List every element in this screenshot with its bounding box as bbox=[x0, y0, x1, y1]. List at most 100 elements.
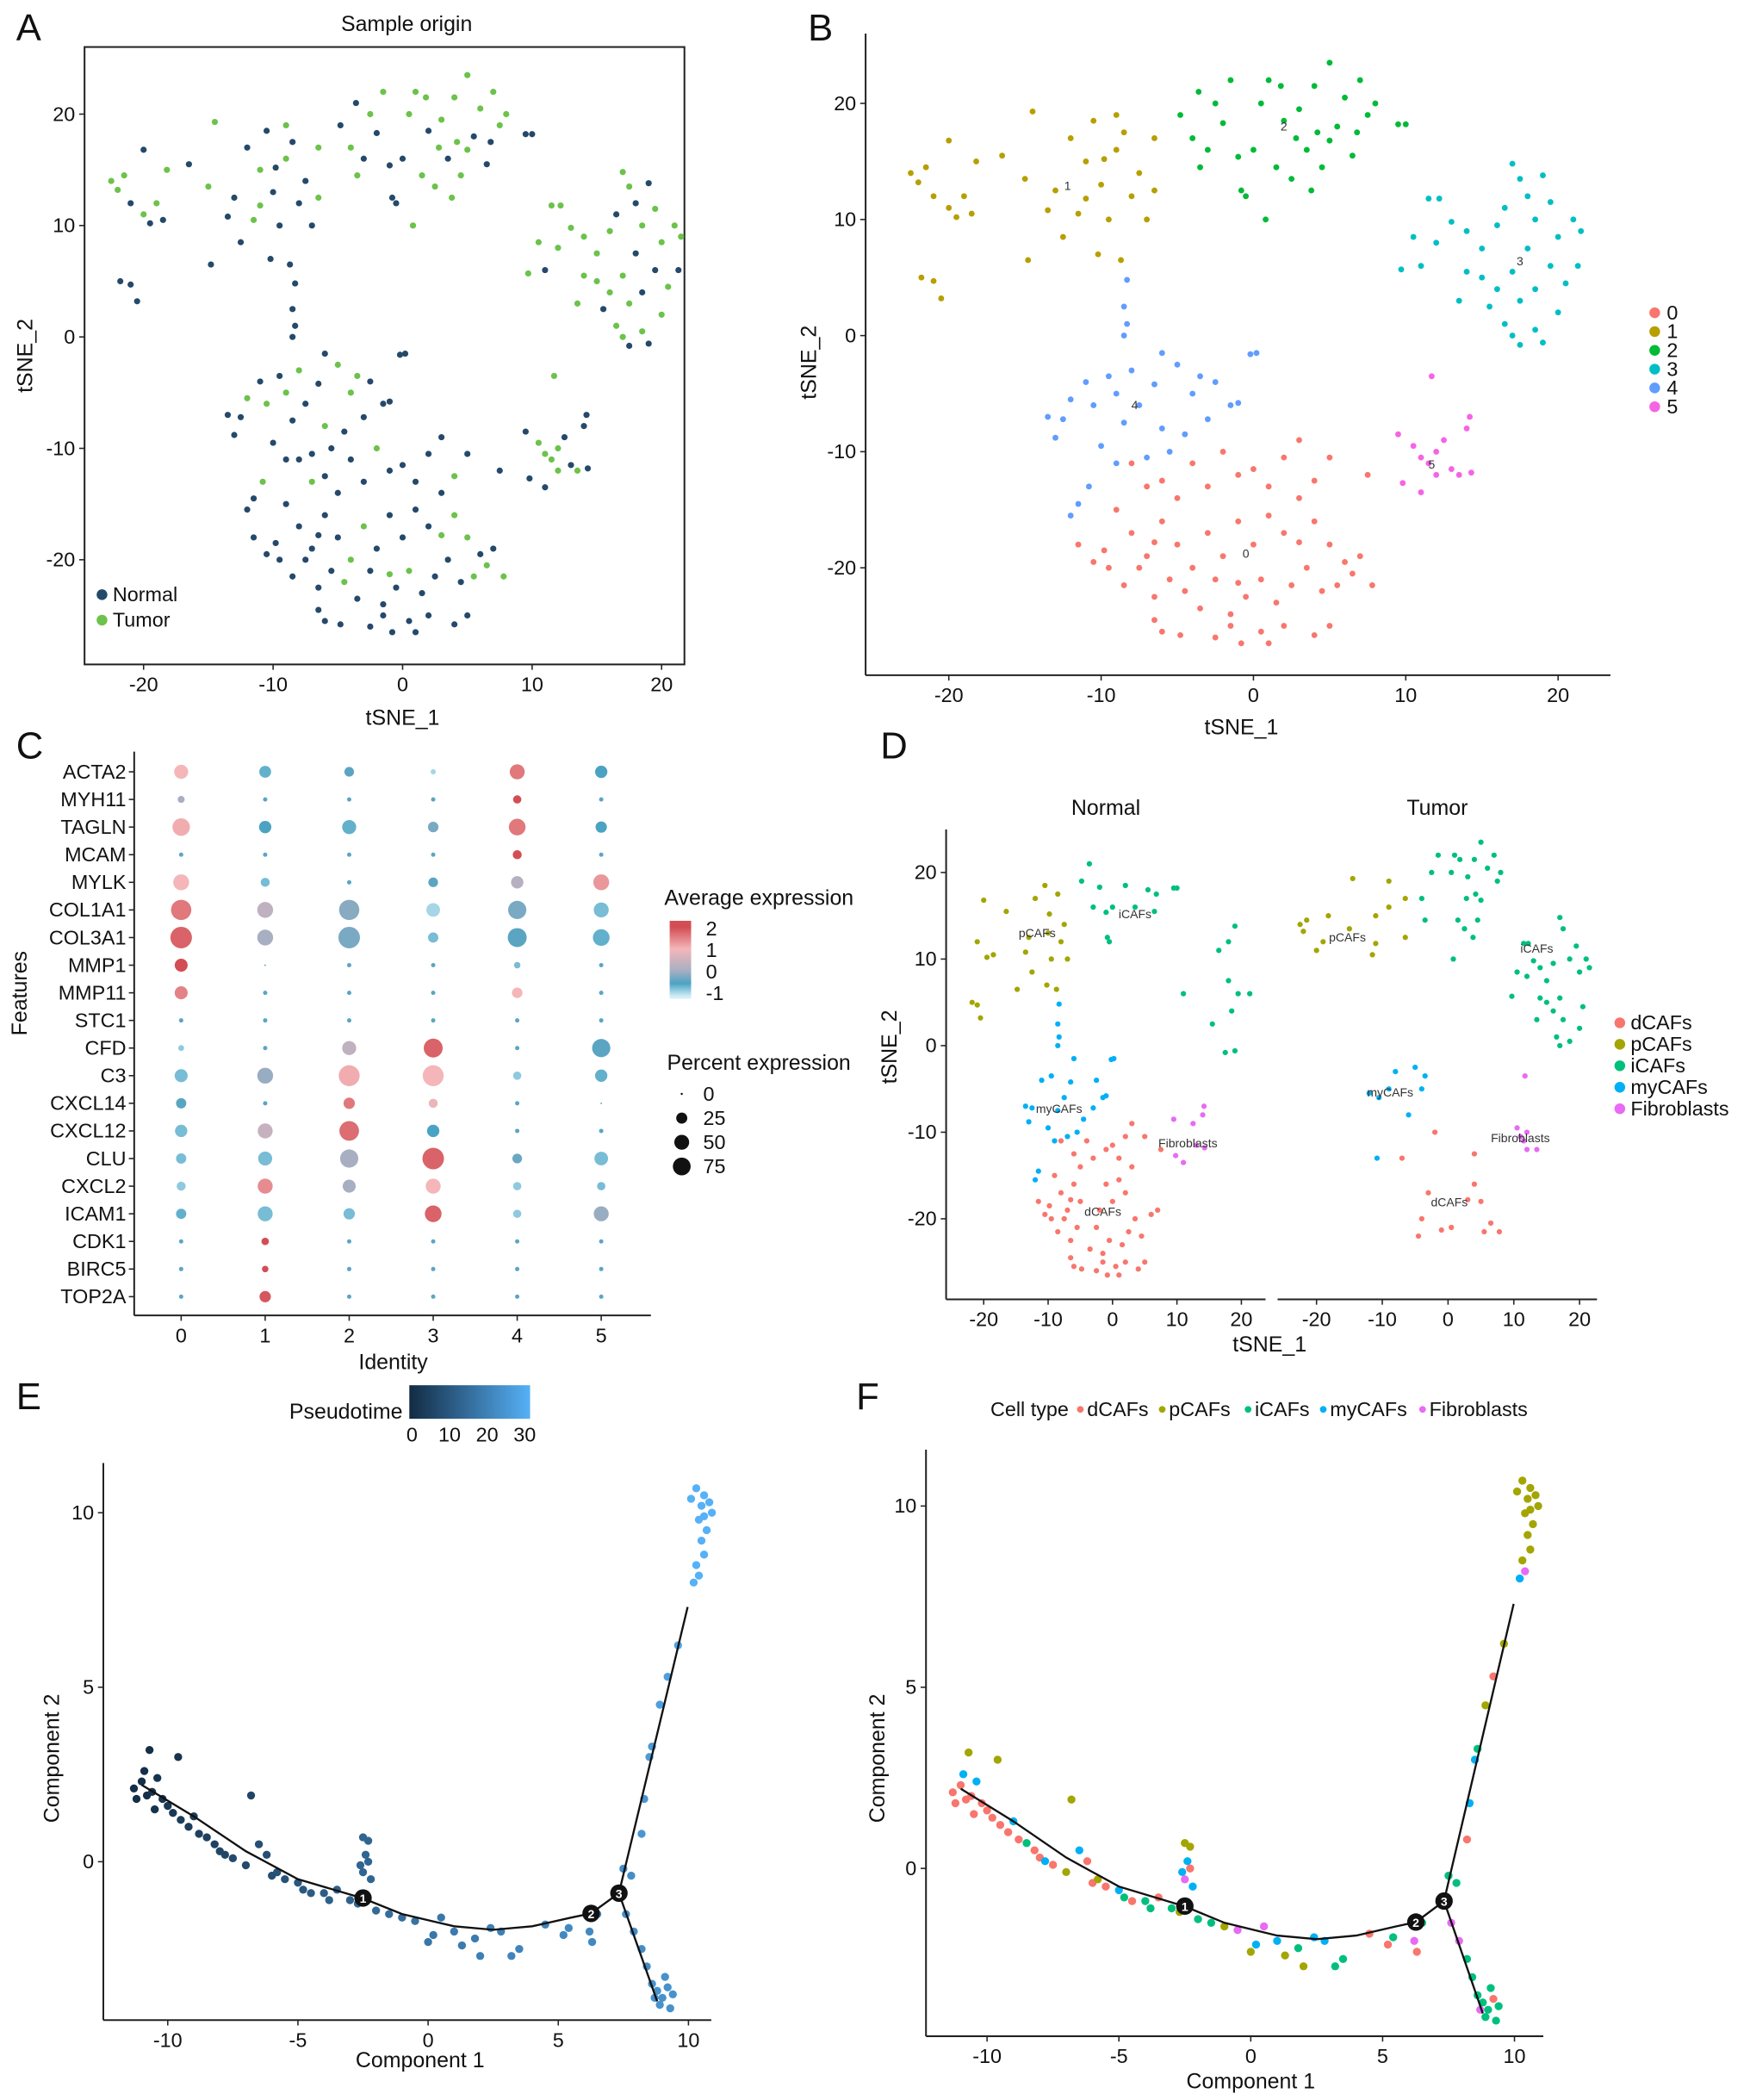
legend-label: Tumor bbox=[113, 609, 171, 631]
expression-dot bbox=[595, 821, 607, 833]
data-point bbox=[993, 1755, 1002, 1764]
data-point bbox=[411, 1917, 419, 1925]
panel-letter: D bbox=[880, 725, 908, 767]
expression-dot bbox=[263, 852, 268, 857]
data-point bbox=[1471, 1181, 1478, 1187]
data-point bbox=[302, 556, 309, 563]
data-point bbox=[1567, 956, 1573, 962]
data-point bbox=[1498, 869, 1504, 876]
data-point bbox=[1226, 978, 1232, 984]
expression-dot bbox=[431, 1266, 436, 1271]
data-point bbox=[1129, 1164, 1135, 1170]
data-point bbox=[1463, 227, 1470, 234]
data-point bbox=[464, 450, 471, 457]
legend-swatch bbox=[1614, 1060, 1626, 1072]
data-point bbox=[1467, 413, 1474, 420]
data-point bbox=[1077, 1164, 1083, 1170]
expression-dot bbox=[263, 1018, 268, 1023]
data-point bbox=[1562, 280, 1569, 287]
data-point bbox=[1120, 332, 1127, 339]
data-point bbox=[1083, 379, 1089, 385]
feature-label: C3 bbox=[101, 1065, 127, 1087]
legend-swatch bbox=[1649, 345, 1660, 356]
data-point bbox=[1189, 564, 1196, 571]
data-point bbox=[671, 222, 678, 229]
expression-dot bbox=[344, 767, 355, 777]
expression-dot bbox=[508, 818, 526, 836]
legend-label: myCAFs bbox=[1630, 1076, 1708, 1098]
data-point bbox=[1052, 187, 1058, 194]
data-point bbox=[1540, 339, 1546, 346]
data-point bbox=[1486, 1984, 1495, 1992]
data-point bbox=[205, 183, 212, 190]
data-point bbox=[174, 1753, 183, 1761]
data-point bbox=[1026, 1119, 1032, 1125]
data-point bbox=[1311, 518, 1318, 525]
expression-dot bbox=[426, 903, 440, 917]
color-legend-title: Average expression bbox=[664, 885, 853, 910]
data-point bbox=[282, 155, 289, 162]
data-point bbox=[347, 456, 354, 463]
expression-dot bbox=[343, 1097, 356, 1109]
data-point bbox=[564, 1923, 574, 1933]
data-point bbox=[1219, 553, 1226, 560]
panel-e bbox=[97, 1385, 717, 2026]
expression-dot bbox=[431, 963, 436, 968]
data-point bbox=[655, 1700, 664, 1709]
data-point bbox=[1579, 1003, 1586, 1010]
data-point bbox=[360, 413, 367, 420]
cell-type-label: iCAFs bbox=[1520, 941, 1553, 955]
data-point bbox=[1438, 1227, 1444, 1233]
data-point bbox=[1197, 164, 1203, 171]
data-point bbox=[1120, 1893, 1129, 1902]
data-point bbox=[276, 556, 283, 563]
data-point bbox=[457, 172, 464, 179]
data-point bbox=[1148, 1211, 1154, 1218]
data-point bbox=[1068, 1255, 1074, 1261]
data-point bbox=[1124, 276, 1131, 283]
data-point bbox=[1083, 158, 1089, 165]
data-point bbox=[1368, 581, 1375, 588]
feature-label: CXCL14 bbox=[50, 1092, 126, 1115]
data-point bbox=[1086, 861, 1093, 867]
expression-dot bbox=[176, 1153, 187, 1164]
data-point bbox=[1100, 1251, 1106, 1257]
data-point bbox=[1521, 1138, 1527, 1144]
x-tick-label: 1 bbox=[259, 1324, 270, 1346]
data-point bbox=[1174, 885, 1180, 892]
y-tick-label: 5 bbox=[905, 1676, 916, 1699]
data-point bbox=[1491, 852, 1497, 858]
data-point bbox=[315, 606, 322, 613]
data-point bbox=[341, 428, 348, 435]
color-legend-tick: 30 bbox=[513, 1424, 536, 1446]
data-point bbox=[1522, 1072, 1528, 1079]
feature-label: MCAM bbox=[65, 843, 126, 866]
legend-swatch bbox=[96, 614, 108, 626]
data-point bbox=[1119, 1241, 1126, 1248]
data-point bbox=[132, 1794, 141, 1804]
panel-letter: F bbox=[856, 1376, 879, 1418]
x-tick-label: 4 bbox=[512, 1324, 523, 1346]
legend-label: 4 bbox=[1666, 376, 1678, 399]
legend-swatch bbox=[1244, 1406, 1252, 1413]
legend-swatch bbox=[1649, 326, 1660, 338]
expression-dot bbox=[338, 926, 360, 948]
data-point bbox=[632, 250, 639, 257]
data-point bbox=[1303, 564, 1310, 571]
expression-dot bbox=[172, 818, 190, 836]
size-legend-label: 25 bbox=[704, 1107, 726, 1129]
data-point bbox=[1077, 1198, 1083, 1204]
expression-dot bbox=[593, 874, 610, 891]
expression-dot bbox=[513, 961, 521, 969]
data-point bbox=[1122, 1259, 1128, 1265]
data-point bbox=[237, 413, 245, 420]
data-point bbox=[583, 412, 590, 419]
data-point bbox=[1081, 1116, 1087, 1122]
data-point bbox=[960, 193, 967, 200]
expression-dot bbox=[515, 1101, 520, 1106]
data-point bbox=[1573, 943, 1579, 949]
data-point bbox=[153, 200, 160, 207]
data-point bbox=[354, 595, 361, 602]
data-point bbox=[1090, 1105, 1096, 1111]
data-point bbox=[1560, 926, 1567, 932]
